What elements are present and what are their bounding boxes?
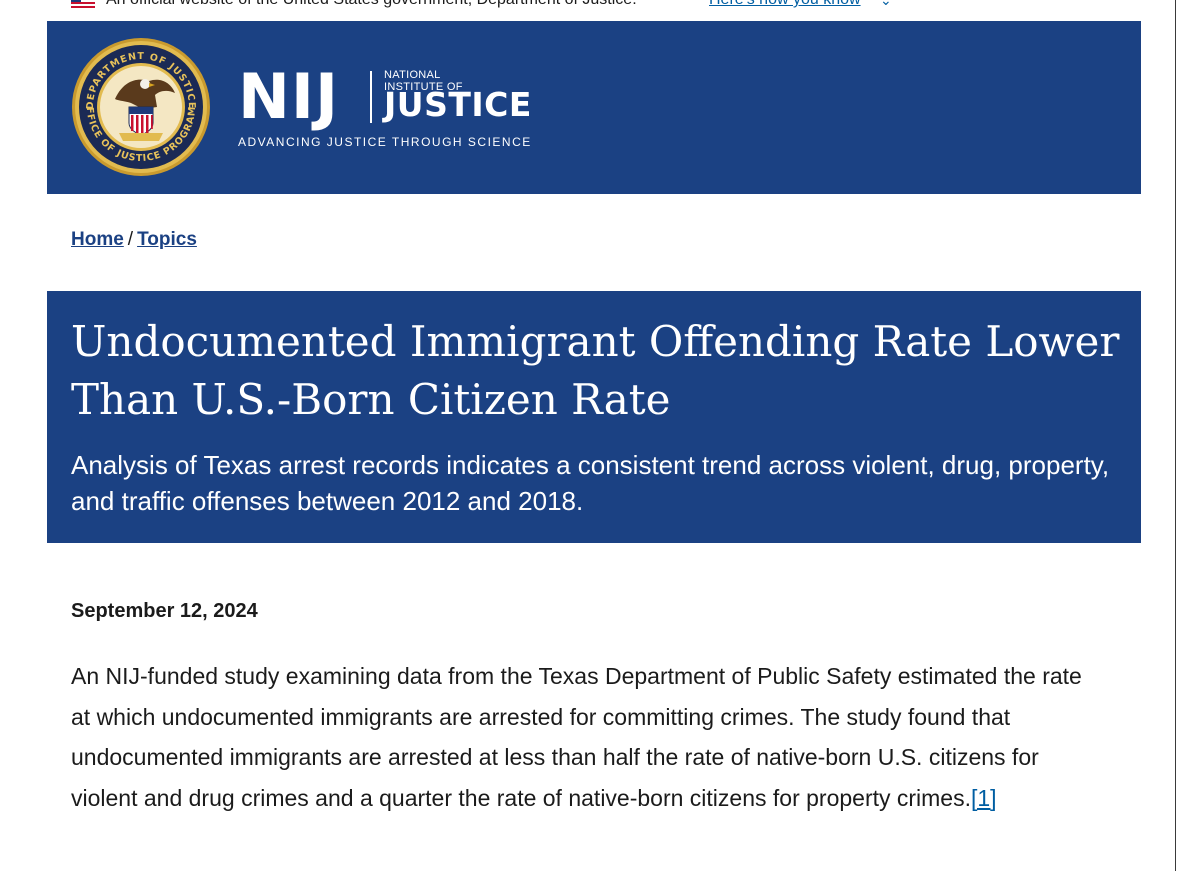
- logo-national-institute: NATIONAL INSTITUTE OF: [384, 69, 463, 93]
- logo-justice: JUSTICE: [384, 85, 532, 124]
- hero-banner: Undocumented Immigrant Offending Rate Lo…: [47, 291, 1141, 543]
- breadcrumb-home-link[interactable]: Home: [71, 229, 124, 250]
- breadcrumb-separator: /: [127, 229, 134, 250]
- intro-text: An NIJ-funded study examining data from …: [71, 663, 1082, 811]
- office-of-justice-programs-seal-icon[interactable]: DEPARTMENT OF JUSTICE OFFICE OF JUSTICE …: [71, 37, 211, 177]
- gov-banner-text: An official website of the United States…: [106, 0, 637, 9]
- us-flag-icon: [71, 0, 95, 8]
- breadcrumb: Home / Topics: [71, 228, 197, 252]
- publication-date: September 12, 2024: [71, 600, 258, 622]
- page-title: Undocumented Immigrant Offending Rate Lo…: [71, 317, 1120, 424]
- nij-acronym: NIJ: [238, 60, 340, 133]
- gov-banner: An official website of the United States…: [0, 0, 1175, 11]
- nij-logo[interactable]: NIJ NATIONAL INSTITUTE OF JUSTICE ADVANC…: [238, 65, 538, 155]
- window-gutter: [1176, 0, 1200, 871]
- tagline: ADVANCING JUSTICE THROUGH SCIENCE: [238, 135, 532, 149]
- site-header: DEPARTMENT OF JUSTICE OFFICE OF JUSTICE …: [47, 21, 1141, 194]
- page-subtitle: Analysis of Texas arrest records indicat…: [71, 450, 1110, 516]
- logo-divider: [370, 71, 372, 123]
- chevron-down-icon[interactable]: ⌄: [880, 0, 892, 8]
- window-border: [1175, 0, 1176, 871]
- heres-how-you-know-link[interactable]: Here's how you know: [709, 0, 861, 9]
- footnote-link[interactable]: [1]: [971, 784, 997, 811]
- article-intro: An NIJ-funded study examining data from …: [71, 656, 1101, 818]
- breadcrumb-topics-link[interactable]: Topics: [137, 229, 197, 250]
